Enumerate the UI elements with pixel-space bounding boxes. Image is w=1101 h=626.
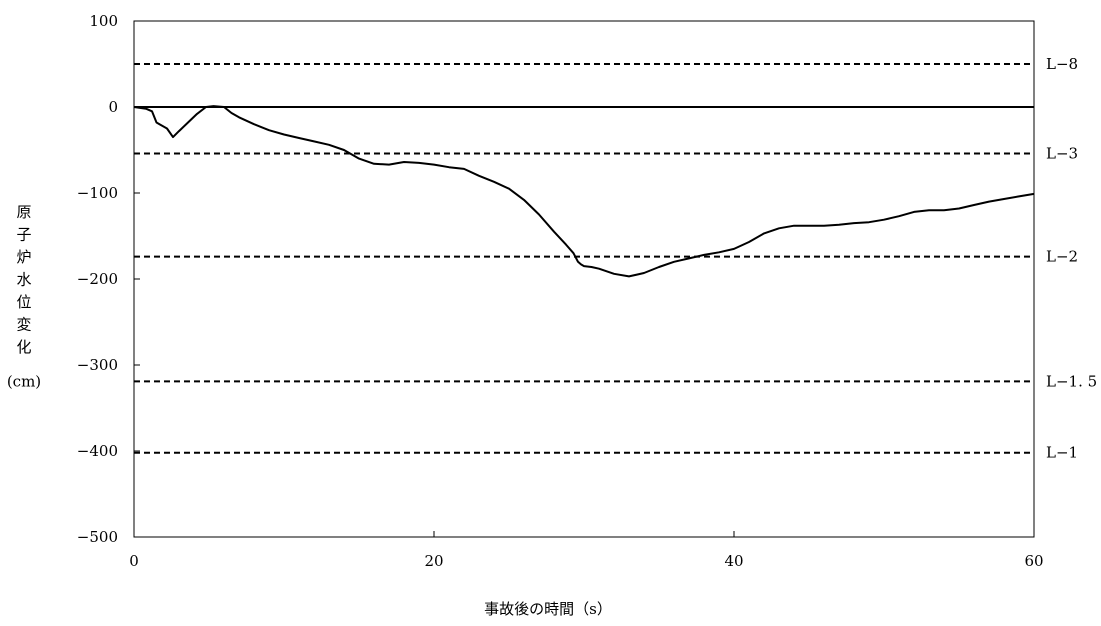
y-tick-label: −500 — [77, 528, 118, 546]
series-group — [133, 105, 1035, 278]
x-tick-label: 0 — [129, 552, 139, 570]
y-tick-labels: 100 0 −100 −200 −300 −400 −500 — [77, 12, 140, 546]
x-tick-labels: 0 20 40 60 — [129, 531, 1044, 570]
y-tick-label: −300 — [77, 356, 118, 374]
reference-line-label: L−3 — [1046, 144, 1078, 162]
reference-line-label: L−8 — [1046, 55, 1078, 73]
plot-frame — [133, 20, 1035, 538]
x-tick-label: 60 — [1024, 552, 1043, 570]
y-tick-label: −400 — [77, 442, 118, 460]
x-axis-label: 事故後の時間（s） — [484, 600, 612, 618]
reference-lines — [134, 63, 1034, 454]
y-axis-label-char: 化 — [16, 338, 31, 356]
reference-line-label: L−1 — [1046, 444, 1078, 462]
y-axis-label-char: 子 — [16, 226, 31, 244]
reference-line-label: L−2 — [1046, 248, 1078, 266]
reference-line-label: L−1. 5 — [1046, 372, 1097, 390]
y-axis-label-char: 炉 — [16, 248, 31, 266]
y-tick-label: 100 — [89, 12, 118, 30]
y-axis-label-char: 水 — [16, 271, 31, 289]
plot-area-border — [133, 20, 1035, 538]
y-tick-label: −100 — [77, 184, 118, 202]
x-tick-label: 20 — [424, 552, 443, 570]
y-axis-label-char: 位 — [16, 293, 31, 311]
y-tick-label: 0 — [108, 98, 118, 116]
y-tick-label: −200 — [77, 270, 118, 288]
y-axis-label-unit: (cm) — [7, 373, 41, 391]
reference-line-labels: L−8 L−3 L−2 L−1. 5 L−1 — [1046, 55, 1097, 462]
y-axis-label-char: 変 — [16, 316, 31, 334]
x-tick-label: 40 — [724, 552, 743, 570]
series-line — [133, 105, 1035, 278]
y-axis-label-char: 原 — [16, 203, 31, 221]
